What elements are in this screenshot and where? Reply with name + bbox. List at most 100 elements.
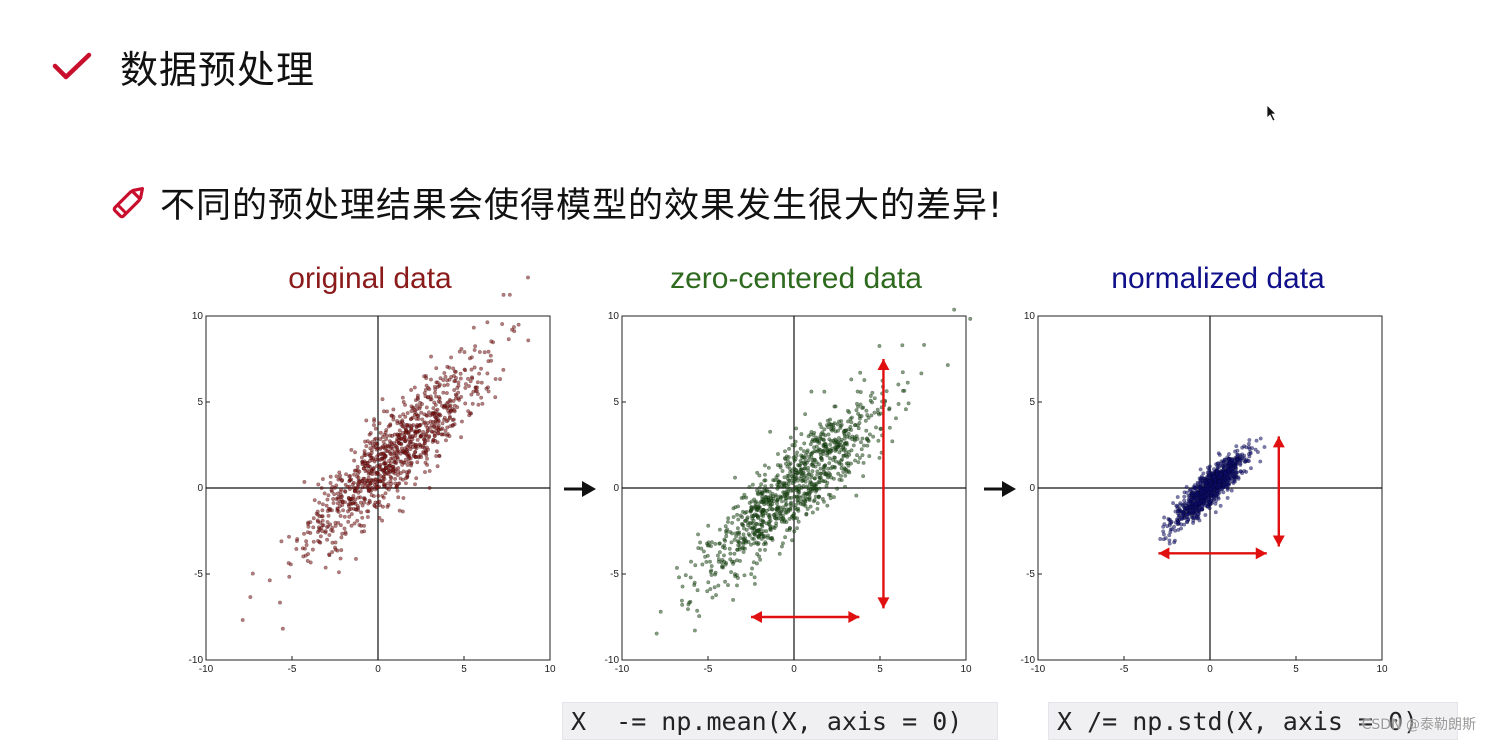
scatter-point [877,455,882,460]
scatter-point [388,451,393,456]
scatter-point [724,534,729,539]
scatter-point [821,467,826,472]
scatter-point [762,534,767,539]
x-tick-label: -5 [288,664,297,675]
scatter-point [354,507,359,512]
scatter-point [444,391,449,396]
scatter-point [342,489,347,494]
scatter-point [796,490,801,495]
scatter-point [336,570,341,575]
scatter-point [818,475,823,480]
scatter-point [767,500,772,505]
scatter-point [431,406,436,411]
scatter-point [826,450,831,455]
scatter-point [759,482,764,487]
scatter-point [315,518,320,523]
scatter-point [413,454,418,459]
scatter-point [336,477,341,482]
scatter-point [381,451,386,456]
scatter-point [403,430,408,435]
scatter-point [393,471,398,476]
scatter-point [427,485,432,490]
scatter-point [383,491,388,496]
scatter-point [837,477,842,482]
scatter-point [372,418,377,423]
scatter-point [815,506,820,511]
scatter-point [1229,476,1234,481]
scatter-point [459,394,464,399]
scatter-point [367,458,372,463]
scatter-point [693,563,698,568]
scatter-point [1212,482,1217,487]
scatter-point [340,503,345,508]
scatter-point [734,573,739,578]
scatter-point [476,402,481,407]
scatter-point [432,433,437,438]
scatter-point [389,481,394,486]
scatter-point [305,558,310,563]
scatter-point [375,471,380,476]
scatter-point [422,441,427,446]
scatter-point [397,428,402,433]
scatter-point [500,322,505,327]
scatter-point [396,481,401,486]
scatter-point [809,389,814,394]
scatter-point [425,462,430,467]
scatter-point [835,422,840,427]
scatter-point [330,484,335,489]
scatter-point [432,390,437,395]
scatter-point [1182,498,1187,503]
scatter-point [828,417,833,422]
scatter-point [827,461,832,466]
scatter-point [335,491,340,496]
scatter-point [755,470,760,475]
scatter-point [418,404,423,409]
scatter-point [861,474,866,479]
scatter-point [1191,520,1196,525]
scatter-point [338,495,343,500]
scatter-point [1244,469,1249,474]
scatter-point [400,449,405,454]
range-arrow [1158,547,1267,560]
scatter-point [758,547,763,552]
subheading-text: 不同的预处理结果会使得模型的效果发生很大的差异! [160,185,1004,226]
scatter-point [381,445,386,450]
scatter-point [442,383,447,388]
scatter-point [738,513,743,518]
scatter-point [1176,527,1181,532]
scatter-point [793,486,798,491]
scatter-point [826,473,831,478]
scatter-point [725,527,730,532]
y-tick-label: 5 [613,397,619,408]
scatter-point [380,518,385,523]
scatter-point [893,416,898,421]
scatter-point [340,478,345,483]
scatter-point [1207,464,1212,469]
scatter-point [349,506,354,511]
scatter-point [762,487,767,492]
scatter-point [381,439,386,444]
scatter-point [493,395,498,400]
scatter-point [384,428,389,433]
scatter-point [355,471,360,476]
scatter-point [843,441,848,446]
scatter-point [1193,486,1198,491]
scatter-point [795,526,800,531]
scatter-point [1174,503,1179,508]
scatter-point [323,530,328,535]
scatter-point [489,339,494,344]
scatter-point [370,472,375,477]
scatter-point [493,377,498,382]
scatter-point [1197,500,1202,505]
scatter-point [400,395,405,400]
scatter-point [775,505,780,510]
scatter-point [1242,444,1247,449]
scatter-point [807,495,812,500]
scatter-point [356,475,361,480]
scatter-point [679,598,684,603]
scatter-point [822,427,827,432]
scatter-point [900,370,905,375]
scatter-point [813,437,818,442]
scatter-point [821,437,826,442]
scatter-point [329,489,334,494]
